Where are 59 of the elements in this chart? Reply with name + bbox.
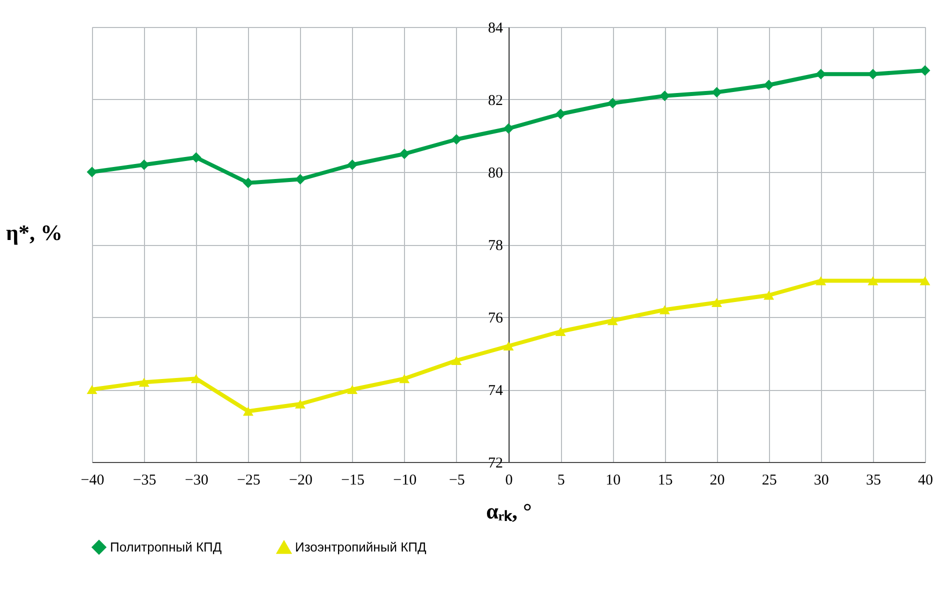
y-tick-label: 84 bbox=[488, 20, 504, 36]
x-tick-label: −35 bbox=[132, 472, 156, 488]
y-axis-title: η*, % bbox=[6, 220, 62, 245]
point bbox=[659, 305, 670, 314]
x-tick-label: 5 bbox=[557, 472, 565, 488]
point bbox=[347, 160, 358, 170]
y-tick-label: 76 bbox=[488, 310, 504, 326]
point bbox=[607, 316, 618, 326]
x-tick-label: 40 bbox=[918, 472, 933, 488]
point bbox=[138, 378, 150, 387]
point bbox=[190, 152, 202, 163]
point bbox=[920, 276, 930, 286]
point bbox=[868, 276, 878, 286]
point bbox=[607, 98, 618, 108]
y-tick-label: 80 bbox=[488, 166, 503, 182]
point bbox=[555, 108, 566, 120]
x-tick-label: 25 bbox=[762, 472, 777, 488]
y-tick-label: 74 bbox=[488, 383, 504, 399]
x-tick-label: 0 bbox=[505, 472, 513, 488]
point bbox=[347, 384, 358, 394]
point bbox=[503, 341, 514, 351]
x-tick-label: −10 bbox=[393, 472, 417, 488]
legend-label: Изоэнтропийный КПД bbox=[295, 540, 426, 555]
point bbox=[242, 406, 254, 416]
point bbox=[451, 356, 462, 366]
point bbox=[451, 134, 462, 145]
x-tick-label: −15 bbox=[341, 472, 365, 488]
x-tick-label: −20 bbox=[289, 472, 312, 488]
x-tick-label: −25 bbox=[236, 472, 260, 488]
x-tick-label: −40 bbox=[80, 472, 104, 488]
point bbox=[555, 326, 566, 336]
x-tick-label: 20 bbox=[710, 472, 725, 488]
point bbox=[190, 374, 202, 384]
x-tick-label: 15 bbox=[658, 472, 673, 488]
point bbox=[764, 80, 774, 90]
point bbox=[295, 399, 306, 409]
x-tick-label: 30 bbox=[814, 472, 829, 488]
point bbox=[138, 160, 150, 170]
point bbox=[712, 87, 722, 98]
point bbox=[816, 276, 826, 286]
point bbox=[86, 166, 98, 178]
x-tick-label: 10 bbox=[606, 472, 621, 488]
point bbox=[86, 384, 98, 394]
point bbox=[712, 298, 722, 308]
point bbox=[920, 65, 930, 76]
point bbox=[503, 123, 514, 134]
x-tick-label: −5 bbox=[448, 472, 465, 488]
x-axis-title: αᵣₖ, ° bbox=[486, 498, 532, 524]
x-tick-label: 35 bbox=[866, 472, 881, 488]
point bbox=[242, 178, 254, 188]
point bbox=[399, 148, 410, 160]
x-tick-label: −30 bbox=[184, 472, 208, 488]
point bbox=[764, 290, 774, 300]
point bbox=[659, 90, 670, 102]
point bbox=[399, 374, 410, 384]
point bbox=[295, 174, 306, 184]
y-tick-label: 82 bbox=[488, 93, 503, 109]
legend-label: Политропный КПД bbox=[110, 539, 222, 554]
y-tick-label: 78 bbox=[488, 238, 503, 254]
